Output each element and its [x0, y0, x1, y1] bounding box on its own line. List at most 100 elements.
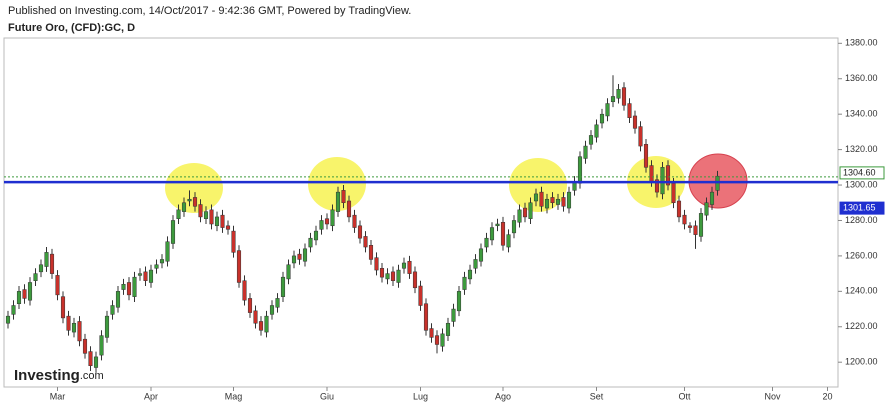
candle-body [132, 276, 137, 297]
candle-body [143, 271, 148, 281]
candle-body [44, 252, 49, 267]
candle-body [566, 191, 572, 209]
candle-body [104, 315, 110, 338]
candle-body [704, 202, 709, 216]
candle-body [632, 115, 638, 129]
candle-body [335, 191, 341, 212]
candle-body [671, 183, 676, 204]
candle-body [148, 269, 154, 283]
candle-body [693, 225, 698, 235]
candle-body [308, 237, 313, 248]
candle-body [649, 165, 654, 182]
candle-body [302, 248, 308, 262]
candle-body [654, 179, 660, 193]
candle-body [22, 289, 27, 299]
x-tick-label: Nov [764, 391, 781, 401]
candle-body [357, 225, 363, 239]
candle-body [577, 156, 583, 184]
candle-body [352, 214, 357, 228]
candle-body [275, 298, 280, 308]
candle-body [511, 220, 517, 234]
candle-body [346, 200, 352, 218]
candle-body [478, 248, 484, 262]
logo-name: Investing [14, 367, 80, 384]
candle-body [170, 220, 176, 244]
candle-body [38, 264, 44, 273]
candle-body [561, 197, 566, 207]
highlights [165, 153, 748, 213]
candle-body [159, 259, 165, 264]
y-tick-label: 1240.00 [845, 286, 878, 296]
price-label: 1301.65 [843, 202, 876, 212]
candle-body [319, 220, 324, 230]
candle-body [11, 305, 16, 315]
candle-body [236, 250, 242, 283]
candle-body [176, 209, 181, 219]
y-tick-label: 1300.00 [845, 179, 878, 189]
x-tick-label: 20 [822, 391, 832, 401]
candle-body [5, 315, 11, 324]
candle-body [407, 260, 412, 274]
candle-body [605, 103, 610, 117]
x-tick-label: Ott [678, 391, 691, 401]
candle-body [71, 322, 77, 333]
candle-body [242, 280, 247, 301]
candle-body [258, 321, 264, 331]
candle-body [291, 255, 297, 264]
candle-body [286, 264, 291, 280]
candle-body [539, 191, 544, 207]
candle-body [682, 214, 687, 225]
candle-body [88, 351, 93, 366]
candle-body [434, 335, 440, 345]
candle-body [638, 126, 643, 147]
candle-body [225, 225, 231, 230]
candle-body [220, 214, 225, 228]
candle-body [137, 273, 143, 276]
candle-body [456, 291, 462, 312]
candle-body [66, 315, 71, 331]
candle-body [599, 113, 605, 124]
x-tick-label: Giu [320, 391, 334, 401]
candle-body [495, 223, 500, 227]
candle-body [368, 245, 374, 260]
candle-body [412, 271, 418, 289]
candle-body [588, 135, 594, 145]
candle-body [555, 198, 561, 205]
candle-body [385, 273, 390, 280]
plot-frame [3, 37, 839, 388]
candle-body [643, 144, 649, 168]
x-tick-label: Ago [495, 391, 511, 401]
candle-body [313, 230, 319, 241]
candle-body [341, 190, 346, 204]
candle-body [49, 253, 55, 274]
candle-body [110, 305, 115, 315]
candle-body [517, 209, 522, 223]
y-tick-label: 1260.00 [845, 250, 878, 260]
candle-body [467, 269, 473, 280]
candle-body [533, 193, 539, 202]
candle-body [209, 209, 214, 225]
candle-body [429, 328, 434, 338]
candle-body [616, 89, 621, 99]
candle-body [418, 285, 423, 306]
candle-body [627, 103, 632, 118]
candle-body [374, 257, 379, 271]
price-label-box [839, 201, 885, 215]
candle-body [231, 230, 236, 253]
candle-body [660, 167, 665, 195]
published-note: Published on Investing.com, 14/Oct/2017 … [8, 5, 411, 17]
y-tick-label: 1360.00 [845, 73, 878, 83]
candle-body [33, 273, 38, 281]
x-tick-label: Set [590, 391, 604, 401]
candle-body [253, 310, 258, 324]
candle-body [280, 276, 286, 297]
candle-body [423, 303, 429, 331]
price-label: 1304.60 [843, 167, 876, 177]
candle-body [473, 259, 478, 269]
candle-body [610, 96, 616, 103]
instrument-title: Future Oro, (CFD):GC, D [8, 22, 135, 34]
candle-body [269, 305, 275, 315]
candle-body [363, 236, 368, 248]
y-tick-label: 1380.00 [845, 38, 878, 48]
